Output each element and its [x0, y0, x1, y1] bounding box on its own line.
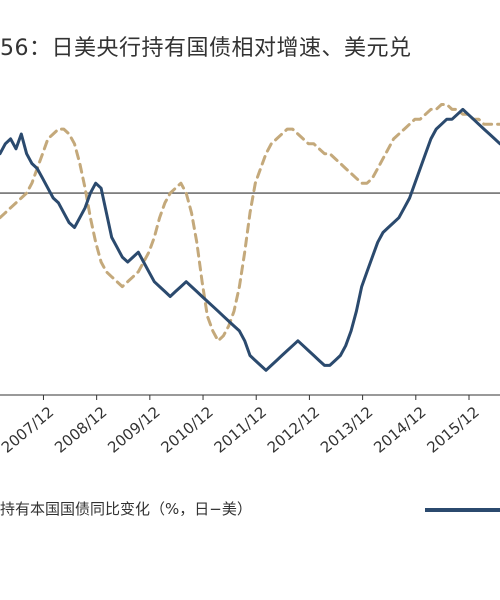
legend: 持有本国国债同比变化（%，日−美） — [0, 496, 500, 526]
x-tick-label: 2009/12 — [104, 403, 163, 457]
x-tick-label: 2008/12 — [51, 403, 110, 457]
x-tick-label: 2011/12 — [211, 403, 270, 457]
x-tick-label: 2012/12 — [264, 403, 323, 457]
plot-area — [0, 103, 500, 372]
series-line-2 — [0, 103, 500, 343]
legend-label-series-1: 持有本国国债同比变化（%，日−美） — [0, 500, 252, 518]
series-line-1 — [0, 107, 500, 372]
legend-swatch-series-1 — [425, 508, 500, 512]
x-axis: 2007/122008/122009/122010/122011/122012/… — [0, 394, 500, 457]
chart-title: 56：日美央行持有国债相对增速、美元兑 — [0, 36, 412, 61]
x-tick-label: 2013/12 — [317, 403, 376, 457]
x-tick-label: 2015/12 — [423, 403, 482, 457]
x-tick-label: 2007/12 — [0, 403, 57, 457]
x-tick-label: 2010/12 — [157, 403, 216, 457]
x-tick-label: 2014/12 — [370, 403, 429, 457]
